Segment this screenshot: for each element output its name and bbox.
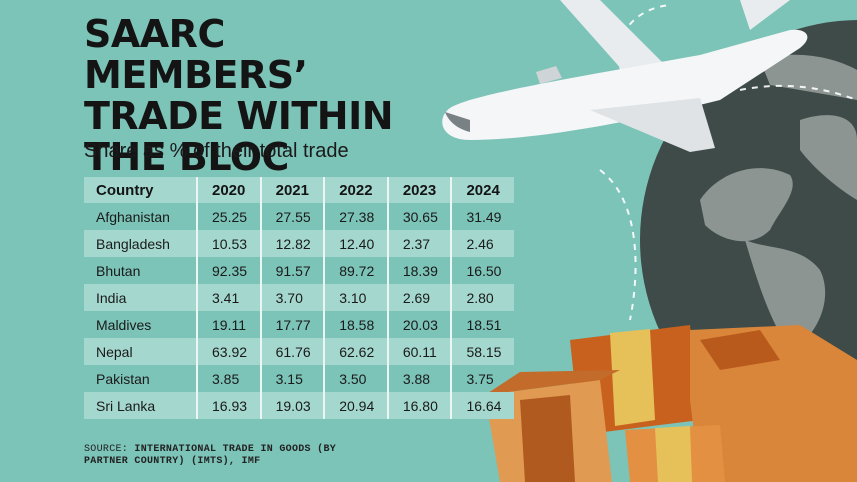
value-cell: 3.41 — [196, 284, 261, 311]
value-cell: 27.38 — [323, 203, 388, 230]
value-cell: 18.51 — [450, 311, 514, 338]
table-row: Nepal 63.92 61.76 62.62 60.11 58.15 — [84, 338, 514, 365]
value-cell: 3.15 — [259, 365, 325, 392]
column-header: 2024 — [450, 177, 514, 203]
country-cell: Bangladesh — [84, 230, 197, 257]
value-cell: 19.11 — [196, 311, 261, 338]
table-row: Pakistan 3.85 3.15 3.50 3.88 3.75 — [84, 365, 514, 392]
country-cell: Nepal — [84, 338, 197, 365]
cardboard-box-icon — [485, 325, 857, 482]
value-cell: 16.80 — [386, 392, 452, 419]
table-row: India 3.41 3.70 3.10 2.69 2.80 — [84, 284, 514, 311]
value-cell: 2.69 — [386, 284, 452, 311]
value-cell: 92.35 — [196, 257, 261, 284]
airplane-icon — [442, 0, 808, 152]
value-cell: 3.10 — [323, 284, 388, 311]
value-cell: 63.92 — [196, 338, 261, 365]
value-cell: 20.94 — [323, 392, 388, 419]
value-cell: 27.55 — [259, 203, 325, 230]
table-row: Maldives 19.11 17.77 18.58 20.03 18.51 — [84, 311, 514, 338]
value-cell: 17.77 — [259, 311, 325, 338]
value-cell: 2.37 — [386, 230, 452, 257]
country-cell: India — [84, 284, 197, 311]
value-cell: 20.03 — [386, 311, 452, 338]
value-cell: 31.49 — [450, 203, 514, 230]
value-cell: 3.85 — [196, 365, 261, 392]
source-label: SOURCE: — [84, 444, 129, 455]
trade-table: Country 2020 2021 2022 2023 2024 Afghani… — [84, 177, 514, 419]
value-cell: 12.40 — [323, 230, 388, 257]
table-row: Bhutan 92.35 91.57 89.72 18.39 16.50 — [84, 257, 514, 284]
value-cell: 16.93 — [196, 392, 261, 419]
value-cell: 10.53 — [196, 230, 261, 257]
country-cell: Bhutan — [96, 262, 141, 279]
value-cell: 2.46 — [450, 230, 514, 257]
country-cell: Pakistan — [96, 370, 150, 387]
subtitle: Share as % of their total trade — [84, 140, 349, 162]
value-cell: 16.64 — [450, 392, 514, 419]
flight-path — [599, 4, 857, 321]
country-cell: Afghanistan — [96, 208, 170, 225]
table-header-row: Country 2020 2021 2022 2023 2024 — [84, 177, 514, 203]
value-cell: 3.75 — [450, 365, 514, 392]
value-cell: 16.50 — [450, 257, 514, 284]
source-note: SOURCE: INTERNATIONAL TRADE IN GOODS (BY… — [84, 444, 384, 468]
value-cell: 58.15 — [450, 338, 514, 365]
value-cell: 89.72 — [323, 257, 388, 284]
value-cell: 25.25 — [196, 203, 261, 230]
value-cell: 91.57 — [259, 257, 325, 284]
value-cell: 12.82 — [259, 230, 325, 257]
column-header: 2022 — [323, 177, 388, 203]
table-row: Bangladesh 10.53 12.82 12.40 2.37 2.46 — [84, 230, 514, 257]
table-row: Afghanistan 25.25 27.55 27.38 30.65 31.4… — [84, 203, 514, 230]
value-cell: 61.76 — [259, 338, 325, 365]
value-cell: 60.11 — [386, 338, 452, 365]
country-cell: Sri Lanka — [84, 392, 197, 419]
value-cell: 18.58 — [323, 311, 388, 338]
table-row: Sri Lanka 16.93 19.03 20.94 16.80 16.64 — [84, 392, 514, 419]
value-cell: 62.62 — [323, 338, 388, 365]
page-title: SAARC MEMBERS’ TRADE WITHIN THE BLOC — [84, 12, 394, 179]
value-cell: 18.39 — [386, 257, 452, 284]
source-text: INTERNATIONAL TRADE IN GOODS (BY PARTNER… — [84, 444, 337, 467]
value-cell: 3.70 — [259, 284, 325, 311]
value-cell: 3.88 — [386, 365, 452, 392]
value-cell: 3.50 — [323, 365, 388, 392]
value-cell: 2.80 — [450, 284, 514, 311]
column-header: 2023 — [386, 177, 452, 203]
value-cell: 30.65 — [386, 203, 452, 230]
column-header: Country — [84, 177, 197, 203]
column-header: 2020 — [196, 177, 261, 203]
country-cell: Maldives — [96, 316, 152, 333]
value-cell: 19.03 — [259, 392, 325, 419]
column-header: 2021 — [259, 177, 325, 203]
